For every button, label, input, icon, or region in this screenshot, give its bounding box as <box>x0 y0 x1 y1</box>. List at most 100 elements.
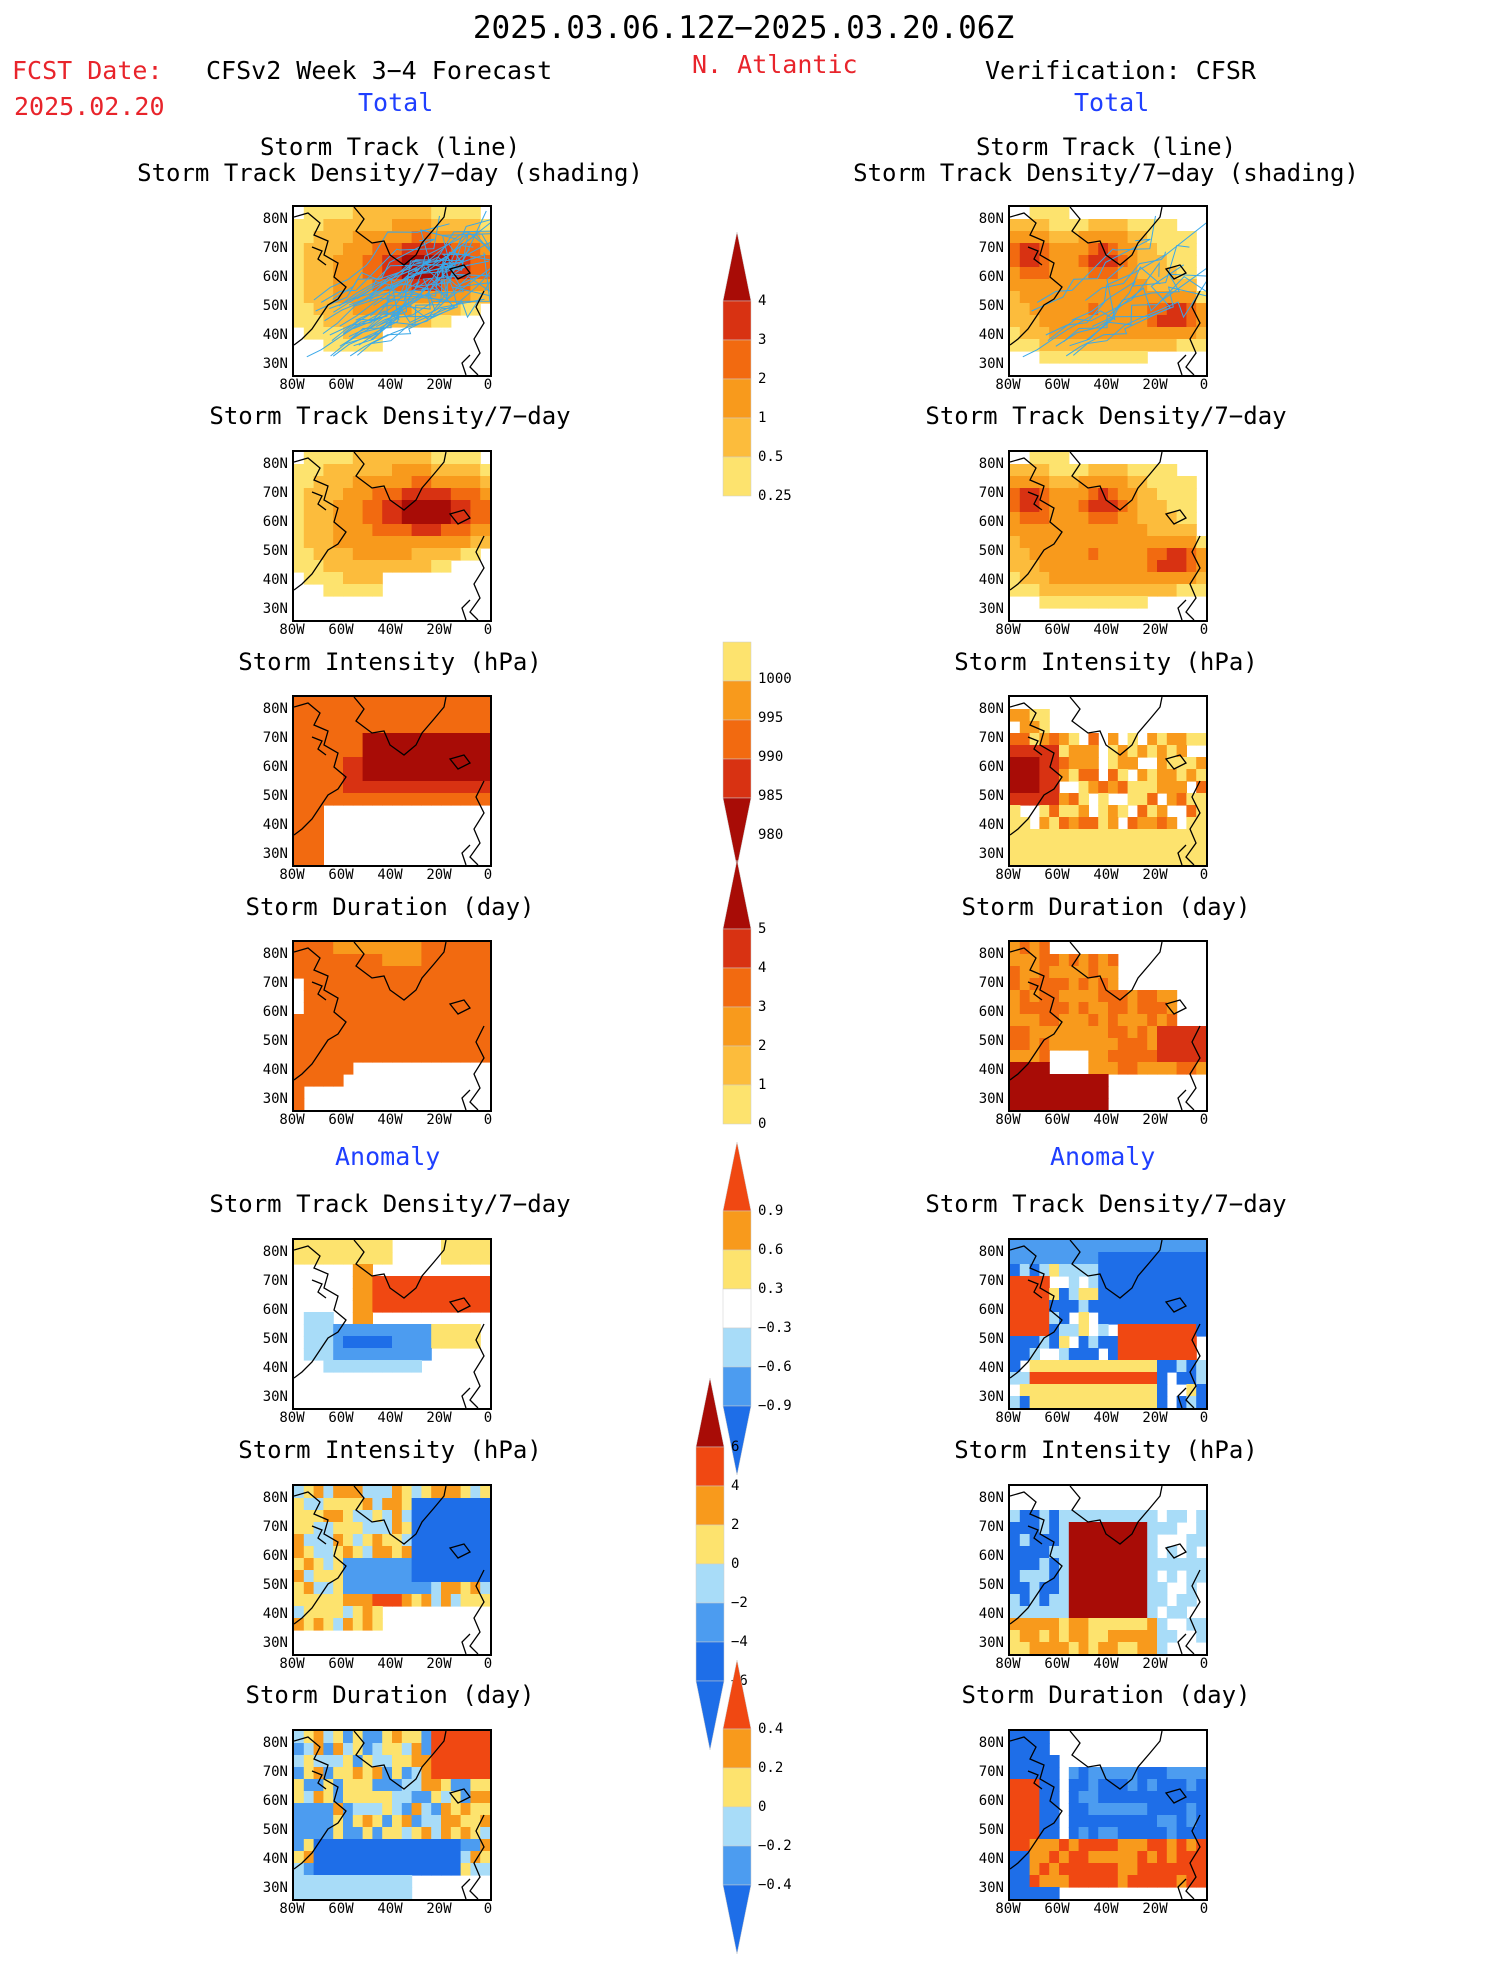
heat-cell <box>352 1486 364 1499</box>
heat-cell <box>362 512 373 525</box>
heat-cell <box>1010 1743 1021 1756</box>
heat-cell <box>303 1606 315 1619</box>
heat-cell <box>362 327 373 340</box>
heat-cell <box>1019 1384 1031 1397</box>
heat-cell <box>1039 303 1050 316</box>
heat-cell <box>372 721 383 734</box>
heat-cell <box>382 769 393 782</box>
heat-cell <box>392 990 403 1003</box>
heat-cell <box>1068 853 1080 865</box>
heat-cell <box>1117 315 1129 328</box>
heat-cell <box>401 990 413 1003</box>
heat-cell <box>1019 1791 1031 1804</box>
heat-cell <box>431 207 442 220</box>
heat-cell <box>1108 596 1119 609</box>
heat-cell <box>1108 1875 1119 1888</box>
heat-cell <box>343 548 354 561</box>
heat-cell <box>362 524 373 537</box>
heat-cell <box>1078 954 1089 967</box>
heat-cell <box>1068 1546 1080 1559</box>
heat-cell <box>441 1851 452 1864</box>
heat-cell <box>303 1863 315 1876</box>
heat-cell <box>303 1779 315 1792</box>
verification-title: Verification: CFSR <box>985 56 1256 85</box>
heat-cell <box>421 1002 432 1015</box>
heat-cell <box>1078 536 1089 549</box>
heat-cell <box>343 560 354 573</box>
heat-cell <box>470 1570 481 1583</box>
coastline <box>1010 1491 1063 1625</box>
heat-cell <box>460 769 471 782</box>
heat-cell <box>1039 1086 1050 1099</box>
lat-tick-label: 40N <box>262 572 288 588</box>
heat-cell <box>1088 1630 1099 1643</box>
heat-cell <box>411 476 422 489</box>
heat-cell <box>1117 781 1129 794</box>
heat-cell <box>1010 1594 1021 1607</box>
heat-cell <box>1117 488 1129 501</box>
fc-track-shading-svg <box>294 207 490 375</box>
heat-cell <box>1059 1300 1070 1313</box>
lon-tick-label: 20W <box>1142 377 1168 393</box>
heat-cell <box>1039 267 1050 280</box>
heat-cell <box>1117 267 1129 280</box>
heat-cell <box>441 315 452 328</box>
heat-cell <box>362 1002 373 1015</box>
heat-cell <box>401 1827 413 1840</box>
heat-cell <box>1010 978 1021 991</box>
heat-cell <box>1039 1062 1050 1075</box>
heat-cell <box>431 1324 442 1337</box>
heat-cell <box>1088 757 1099 770</box>
heat-cell <box>1196 793 1206 806</box>
storm-track-line <box>349 264 468 357</box>
heat-cell <box>1147 1851 1158 1864</box>
lon-tick-label: 60W <box>328 1410 354 1426</box>
heat-cell <box>480 1827 490 1840</box>
cb-anom-duration <box>722 1659 752 1955</box>
heat-cell <box>1029 1863 1040 1876</box>
heat-cell <box>333 207 344 220</box>
heat-cell <box>1019 978 1031 991</box>
heat-cell <box>450 488 462 501</box>
heat-cell <box>1127 781 1138 794</box>
lon-tick-label: 40W <box>1093 1901 1119 1917</box>
heat-cell <box>1127 500 1138 513</box>
heat-cell <box>1176 1510 1187 1523</box>
heat-cell <box>1078 1767 1089 1780</box>
heat-cell <box>333 1803 344 1816</box>
heat-cell <box>323 500 334 513</box>
fc-intensity-svg <box>294 697 490 865</box>
coastline <box>311 491 327 511</box>
heat-cell <box>343 219 354 232</box>
heat-cell <box>1029 1288 1040 1301</box>
heat-cell <box>401 978 413 991</box>
lon-tick-label: 0 <box>1199 622 1209 638</box>
heat-cell <box>1068 1863 1080 1876</box>
heat-cell <box>1117 1300 1129 1313</box>
coastline <box>469 1025 485 1110</box>
heat-cell <box>1098 351 1109 364</box>
heat-cell <box>450 745 462 758</box>
heat-cell <box>1147 1791 1158 1804</box>
heat-cell <box>1049 339 1060 352</box>
heat-cell <box>313 524 324 537</box>
heat-cell <box>441 1767 452 1780</box>
heat-cell <box>450 1534 462 1547</box>
heat-cell <box>1137 1875 1148 1888</box>
heat-cell <box>1088 231 1099 244</box>
heat-cell <box>1098 966 1109 979</box>
heat-cell <box>372 1276 383 1289</box>
heat-cell <box>1098 1642 1109 1654</box>
heat-cell <box>352 1336 364 1349</box>
storm-track-line <box>1055 266 1161 347</box>
heat-cell <box>1068 1779 1080 1792</box>
heat-cell <box>1108 1522 1119 1535</box>
heat-cell <box>323 978 334 991</box>
heat-cell <box>382 781 393 794</box>
heat-cell <box>1186 1062 1197 1075</box>
heat-cell <box>470 990 481 1003</box>
heat-cell <box>480 966 490 979</box>
heat-cell <box>1147 231 1158 244</box>
heat-cell <box>1088 1815 1099 1828</box>
lon-tick-label: 60W <box>328 377 354 393</box>
